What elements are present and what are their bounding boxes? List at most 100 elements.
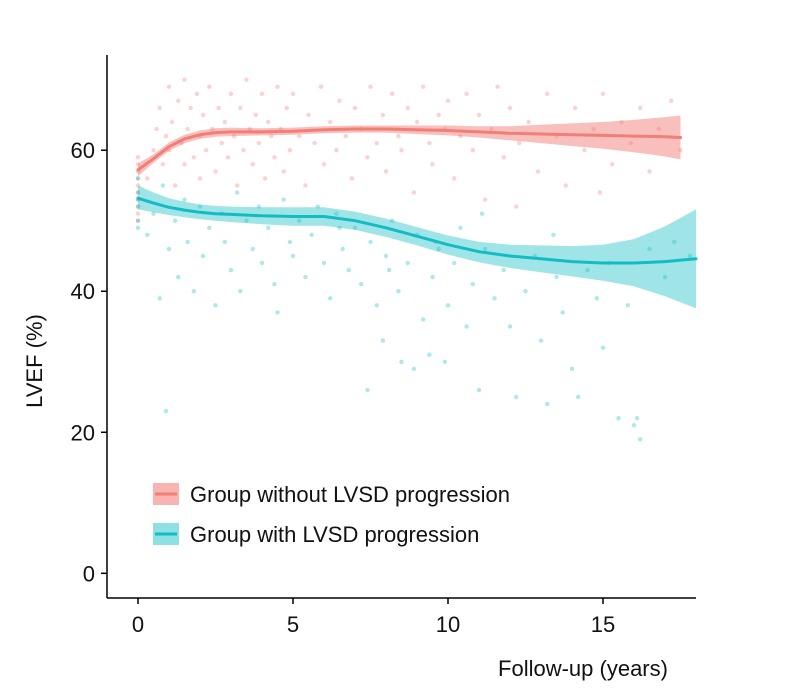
data-point-s1-84 (600, 345, 606, 350)
data-point-s0-105 (563, 183, 568, 188)
data-point-s1-7 (151, 211, 156, 216)
data-point-s1-36 (297, 218, 302, 223)
data-point-s1-60 (430, 274, 435, 280)
data-point-s1-37 (303, 274, 308, 280)
data-point-s1-20 (213, 303, 218, 308)
data-point-s1-0 (135, 225, 141, 230)
x-axis-ticks: 0 5 10 15 (132, 598, 615, 637)
data-point-s1-94 (634, 416, 640, 421)
data-point-s1-31 (272, 282, 277, 287)
data-point-s0-16 (166, 84, 172, 89)
data-point-s1-86 (616, 416, 621, 421)
data-point-s1-44 (346, 267, 351, 273)
data-point-s1-59 (427, 352, 432, 357)
x-axis-title: Follow-up (years) (498, 656, 668, 681)
data-point-s1-14 (182, 197, 187, 202)
data-point-s0-74 (368, 84, 373, 89)
data-point-s0-44 (244, 77, 249, 82)
data-point-s0-51 (266, 119, 271, 125)
data-point-s1-43 (340, 246, 345, 252)
data-point-s1-46 (359, 282, 364, 287)
data-point-s0-91 (458, 133, 463, 139)
data-point-s0-102 (535, 169, 541, 174)
data-point-s1-49 (374, 303, 379, 308)
data-point-s0-85 (427, 140, 432, 146)
data-point-s0-15 (163, 133, 169, 139)
data-point-s0-42 (238, 105, 243, 111)
data-point-s0-25 (188, 105, 193, 111)
data-point-s1-30 (266, 225, 271, 230)
data-point-s1-18 (200, 253, 206, 259)
data-point-s1-52 (390, 218, 395, 223)
smooth-lines (136, 127, 698, 265)
data-point-s0-31 (204, 148, 209, 153)
data-point-s1-25 (238, 289, 243, 294)
data-point-s0-27 (194, 91, 200, 97)
data-point-s0-57 (284, 105, 289, 111)
data-point-s1-27 (250, 246, 255, 252)
data-point-s1-11 (166, 246, 172, 252)
data-point-s0-63 (312, 140, 317, 146)
data-point-s0-1 (135, 211, 141, 216)
data-point-s0-67 (334, 148, 339, 153)
data-point-s0-64 (318, 84, 324, 89)
data-point-s0-109 (600, 91, 606, 97)
data-point-s1-41 (328, 296, 333, 301)
data-point-s0-75 (374, 140, 379, 146)
data-point-s0-101 (526, 119, 531, 125)
data-point-s1-83 (594, 296, 599, 301)
data-point-s0-29 (197, 176, 203, 181)
data-point-s1-64 (452, 260, 457, 266)
data-point-s1-69 (483, 246, 488, 252)
data-point-s0-34 (213, 169, 218, 174)
data-point-s0-37 (222, 119, 227, 125)
data-point-s0-2 (135, 204, 141, 209)
data-point-s1-12 (173, 218, 178, 223)
y-axis-title: LVEF (%) (22, 314, 47, 408)
data-point-s1-72 (507, 324, 513, 329)
data-point-s0-106 (572, 105, 578, 111)
data-point-s0-22 (182, 77, 187, 82)
data-point-s1-54 (399, 359, 404, 364)
data-point-s1-96 (479, 211, 485, 216)
data-point-s1-9 (160, 183, 165, 188)
data-point-s0-18 (169, 119, 175, 125)
data-point-s0-19 (173, 183, 178, 188)
data-point-s0-108 (591, 126, 596, 132)
data-point-s0-59 (290, 91, 296, 97)
data-point-s1-50 (380, 338, 386, 343)
data-point-s1-55 (405, 260, 410, 266)
data-point-s0-48 (256, 140, 262, 146)
y-axis-ticks: 0 20 40 60 (71, 138, 107, 586)
data-point-s0-26 (191, 155, 196, 160)
data-point-s1-65 (458, 225, 463, 230)
data-point-s0-73 (365, 155, 370, 160)
data-point-s0-47 (253, 112, 258, 118)
data-point-s0-11 (151, 148, 156, 153)
data-point-s1-95 (551, 232, 556, 237)
x-tick-label-0: 0 (132, 612, 144, 637)
data-point-s1-56 (411, 366, 417, 371)
data-point-s0-103 (545, 91, 550, 97)
data-point-s0-89 (445, 98, 451, 104)
data-point-s0-87 (436, 112, 441, 118)
data-point-s0-93 (470, 148, 475, 153)
data-point-s0-82 (411, 190, 417, 195)
data-point-s1-3 (135, 176, 141, 181)
data-point-s1-61 (436, 246, 441, 252)
data-point-s1-29 (259, 260, 265, 266)
data-point-s1-67 (470, 282, 475, 287)
x-tick-label-10: 10 (436, 612, 460, 637)
data-point-s1-34 (287, 239, 293, 245)
data-point-s1-26 (244, 218, 249, 223)
data-point-s0-20 (176, 98, 181, 104)
scatter-points (135, 77, 692, 442)
data-point-s1-16 (191, 289, 196, 294)
data-point-s0-68 (337, 98, 342, 104)
data-point-s1-68 (476, 387, 482, 393)
data-point-s1-19 (207, 225, 212, 230)
data-point-s0-95 (483, 197, 488, 202)
data-point-s0-46 (250, 162, 255, 167)
data-point-s0-12 (154, 126, 159, 132)
data-point-s0-35 (216, 105, 221, 111)
